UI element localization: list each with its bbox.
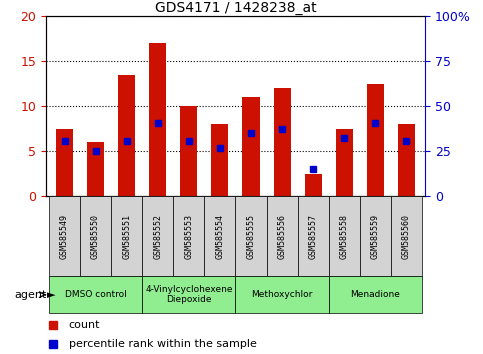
Text: GSM585553: GSM585553 [185, 214, 193, 259]
Title: GDS4171 / 1428238_at: GDS4171 / 1428238_at [155, 1, 316, 15]
Text: GSM585557: GSM585557 [309, 214, 318, 259]
Bar [305, 174, 322, 196]
Bar [111, 196, 142, 276]
Bar [142, 276, 236, 313]
Bar [329, 196, 360, 276]
Text: GSM585556: GSM585556 [278, 214, 286, 259]
Text: GSM585552: GSM585552 [153, 214, 162, 259]
Text: 4-Vinylcyclohexene
Diepoxide: 4-Vinylcyclohexene Diepoxide [145, 285, 233, 304]
Bar [236, 196, 267, 276]
Bar [149, 43, 166, 196]
Bar [367, 84, 384, 196]
Bar [336, 129, 353, 196]
Text: GSM585559: GSM585559 [371, 214, 380, 259]
Bar [360, 196, 391, 276]
Text: percentile rank within the sample: percentile rank within the sample [69, 339, 256, 349]
Bar [329, 276, 422, 313]
Text: GSM585550: GSM585550 [91, 214, 100, 259]
Bar [398, 124, 415, 196]
Text: count: count [69, 320, 100, 330]
Text: ►: ► [47, 290, 56, 300]
Bar [142, 196, 173, 276]
Bar [80, 196, 111, 276]
Bar [118, 75, 135, 196]
Bar [391, 196, 422, 276]
Text: GSM585549: GSM585549 [60, 214, 69, 259]
Text: GSM585555: GSM585555 [246, 214, 256, 259]
Text: Methoxychlor: Methoxychlor [251, 290, 313, 299]
Bar [49, 276, 142, 313]
Bar [87, 142, 104, 196]
Bar [298, 196, 329, 276]
Bar [49, 196, 80, 276]
Bar [242, 97, 259, 196]
Text: Menadione: Menadione [350, 290, 400, 299]
Text: GSM585551: GSM585551 [122, 214, 131, 259]
Bar [273, 88, 291, 196]
Bar [236, 276, 329, 313]
Text: GSM585558: GSM585558 [340, 214, 349, 259]
Bar [212, 124, 228, 196]
Text: GSM585560: GSM585560 [402, 214, 411, 259]
Bar [267, 196, 298, 276]
Text: DMSO control: DMSO control [65, 290, 127, 299]
Bar [56, 129, 73, 196]
Text: agent: agent [14, 290, 47, 300]
Bar [180, 106, 198, 196]
Bar [204, 196, 236, 276]
Text: GSM585554: GSM585554 [215, 214, 225, 259]
Bar [173, 196, 204, 276]
